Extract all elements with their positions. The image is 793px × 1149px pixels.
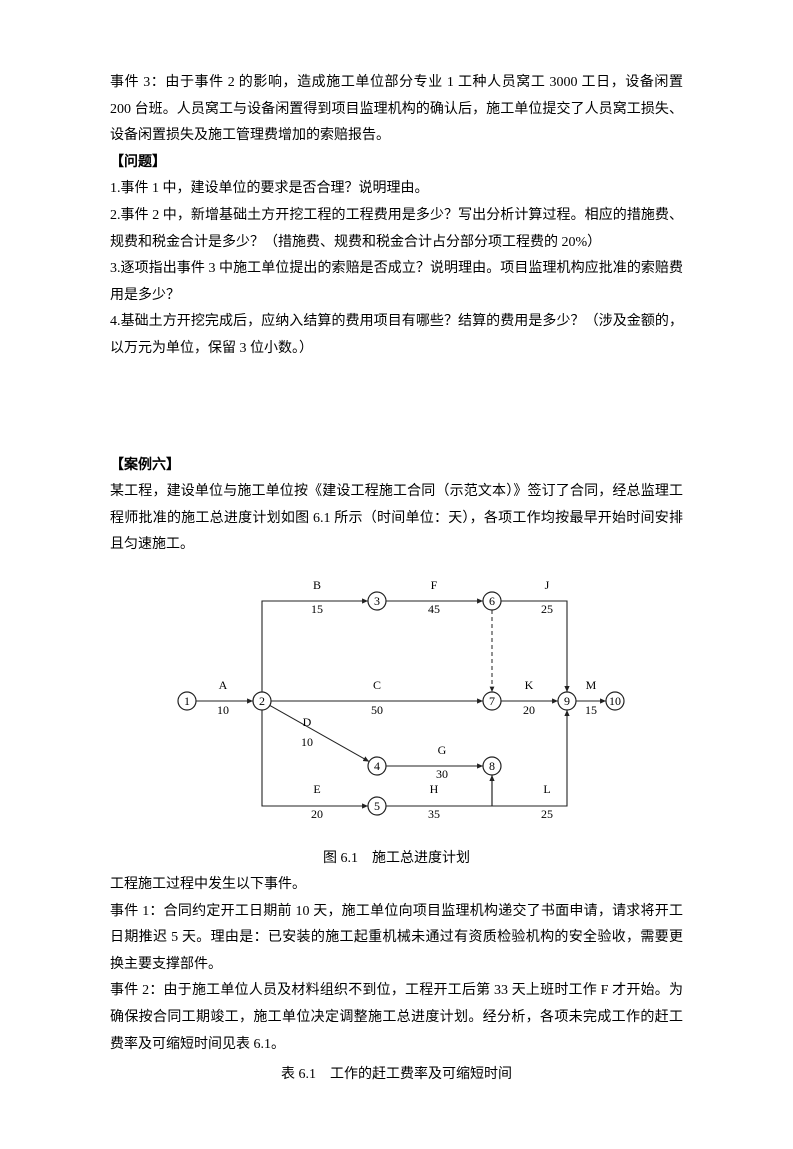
node-label-4: 4 [374,759,380,773]
node-label-3: 3 [374,594,380,608]
node-label-1: 1 [184,694,190,708]
edge-dur-J: 25 [541,602,553,616]
edge-label-F: F [430,578,437,592]
edge-label-K: K [524,678,533,692]
case6-intro: 某工程，建设单位与施工单位按《建设工程施工合同（示范文本）》签订了合同，经总监理… [110,479,683,559]
network-diagram: A10B15C50D10E20F45G30H35J25K20L25M151234… [167,571,627,842]
node-label-9: 9 [564,694,570,708]
node-label-8: 8 [489,759,495,773]
edge-dur-F: 45 [428,602,440,616]
edge-label-C: C [372,678,380,692]
edge-dur-D: 10 [301,735,313,749]
node-label-7: 7 [489,694,495,708]
edge-dur-M: 15 [585,703,597,717]
edge-label-A: A [218,678,227,692]
case6-event1: 事件 1：合同约定开工日期前 10 天，施工单位向项目监理机构递交了书面申请，请… [110,899,683,979]
edge-dur-B: 15 [311,602,323,616]
edge-dur-E: 20 [311,807,323,821]
network-svg: A10B15C50D10E20F45G30H35J25K20L25M151234… [167,571,627,831]
edge-label-B: B [312,578,320,592]
edge-label-D: D [302,715,311,729]
edge-dur-A: 10 [217,703,229,717]
document-page: 事件 3：由于事件 2 的影响，造成施工单位部分专业 1 工种人员窝工 3000… [0,0,793,1149]
question-1: 1.事件 1 中，建设单位的要求是否合理？说明理由。 [110,176,683,203]
edge-dur-G: 30 [436,767,448,781]
edge-dur-K: 20 [523,703,535,717]
node-label-5: 5 [374,799,380,813]
case6-title: 【案例六】 [110,453,683,480]
edge-label-G: G [437,743,446,757]
node-label-10: 10 [609,694,621,708]
edge-label-E: E [313,782,320,796]
edge-label-M: M [585,678,596,692]
question-header: 【问题】 [110,150,683,177]
node-label-6: 6 [489,594,495,608]
table-caption: 表 6.1 工作的赶工费率及可缩短时间 [110,1062,683,1089]
edge-L [492,710,567,806]
question-2: 2.事件 2 中，新增基础土方开挖工程的工程费用是多少？写出分析计算过程。相应的… [110,203,683,256]
question-3: 3.逐项指出事件 3 中施工单位提出的索赔是否成立？说明理由。项目监理机构应批准… [110,256,683,309]
case6-event2: 事件 2：由于施工单位人员及材料组织不到位，工程开工后第 33 天上班时工作 F… [110,978,683,1058]
node-label-2: 2 [259,694,265,708]
figure-caption: 图 6.1 施工总进度计划 [110,846,683,873]
edge-dur-L: 25 [541,807,553,821]
section-spacer [110,363,683,453]
edge-label-H: H [429,782,438,796]
edge-dur-C: 50 [371,703,383,717]
edge-label-J: J [544,578,549,592]
question-4: 4.基础土方开挖完成后，应纳入结算的费用项目有哪些？结算的费用是多少？（涉及金额… [110,309,683,362]
edge-label-L: L [543,782,550,796]
edge-J [501,601,567,692]
event3-paragraph: 事件 3：由于事件 2 的影响，造成施工单位部分专业 1 工种人员窝工 3000… [110,70,683,150]
edge-D [269,705,368,761]
edge-dur-H: 35 [428,807,440,821]
case6-after1: 工程施工过程中发生以下事件。 [110,872,683,899]
